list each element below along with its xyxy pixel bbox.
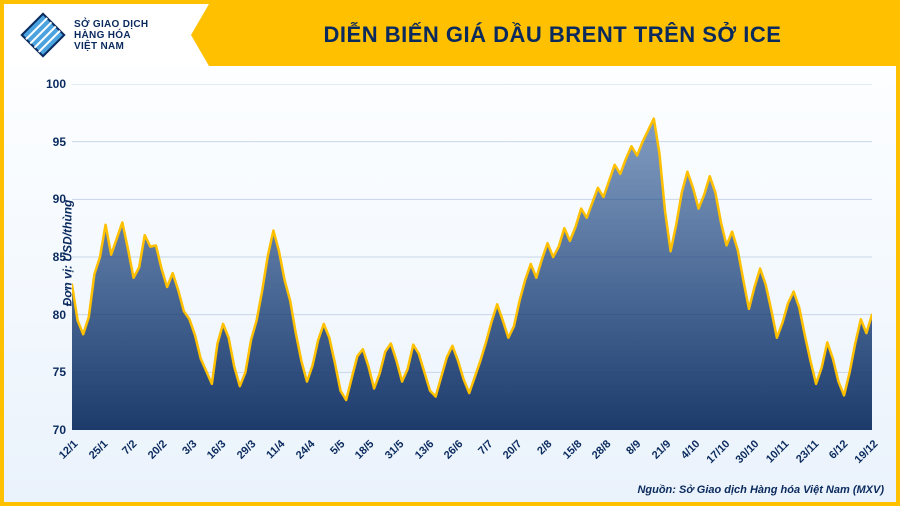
chart-svg — [72, 84, 872, 430]
y-tick-label: 85 — [40, 250, 66, 264]
x-tick-label: 15/8 — [561, 438, 585, 462]
x-tick-label: 11/4 — [265, 438, 288, 461]
x-tick-label: 21/9 — [649, 438, 673, 462]
x-tick-label: 3/3 — [180, 438, 199, 457]
source-attribution: Nguồn: Sở Giao dịch Hàng hóa Việt Nam (M… — [637, 484, 884, 496]
y-tick-label: 75 — [40, 365, 66, 379]
x-tick-label: 4/10 — [679, 438, 703, 462]
x-tick-label: 31/5 — [383, 438, 407, 462]
y-tick-label: 100 — [40, 77, 66, 91]
x-tick-label: 20/7 — [501, 438, 525, 462]
x-tick-label: 17/10 — [704, 438, 732, 466]
brand-logo-icon — [20, 12, 66, 58]
header: SỞ GIAO DỊCH HÀNG HÓA VIỆT NAM DIỄN BIẾN… — [4, 4, 896, 66]
x-tick-label: 6/12 — [827, 438, 851, 462]
x-tick-label: 30/10 — [734, 438, 762, 466]
x-tick-label: 18/5 — [353, 438, 377, 462]
x-tick-label: 7/7 — [476, 438, 495, 457]
y-tick-label: 80 — [40, 308, 66, 322]
y-tick-label: 70 — [40, 423, 66, 437]
x-tick-label: 23/11 — [794, 438, 822, 466]
brand-logo-text: SỞ GIAO DỊCH HÀNG HÓA VIỆT NAM — [74, 19, 148, 52]
brand-line-2: HÀNG HÓA — [74, 30, 148, 41]
brand-line-1: SỞ GIAO DỊCH — [74, 19, 148, 30]
title-bar: DIỄN BIẾN GIÁ DẦU BRENT TRÊN SỞ ICE — [209, 4, 896, 66]
x-tick-label: 19/12 — [853, 438, 881, 466]
x-tick-label: 5/5 — [328, 438, 347, 457]
brand-line-3: VIỆT NAM — [74, 41, 148, 52]
x-tick-label: 10/11 — [764, 438, 792, 466]
x-tick-label: 16/3 — [205, 438, 229, 462]
x-tick-label: 2/8 — [535, 438, 554, 457]
x-tick-label: 13/6 — [412, 438, 436, 462]
plot-area — [72, 84, 872, 430]
x-tick-label: 28/8 — [590, 438, 614, 462]
x-tick-label: 24/4 — [294, 438, 318, 462]
chart-title: DIỄN BIẾN GIÁ DẦU BRENT TRÊN SỞ ICE — [324, 22, 782, 48]
y-tick-label: 90 — [40, 192, 66, 206]
x-tick-label: 8/9 — [624, 438, 643, 457]
brand-logo-block: SỞ GIAO DỊCH HÀNG HÓA VIỆT NAM — [4, 4, 209, 66]
x-tick-label: 26/6 — [442, 438, 466, 462]
y-tick-label: 95 — [40, 135, 66, 149]
x-tick-label: 12/1 — [57, 438, 81, 462]
x-tick-label: 29/3 — [235, 438, 259, 462]
x-tick-label: 7/2 — [120, 438, 139, 457]
chart-frame: SỞ GIAO DỊCH HÀNG HÓA VIỆT NAM DIỄN BIẾN… — [0, 0, 900, 506]
x-tick-label: 20/2 — [146, 438, 170, 462]
x-tick-label: 25/1 — [86, 438, 110, 462]
